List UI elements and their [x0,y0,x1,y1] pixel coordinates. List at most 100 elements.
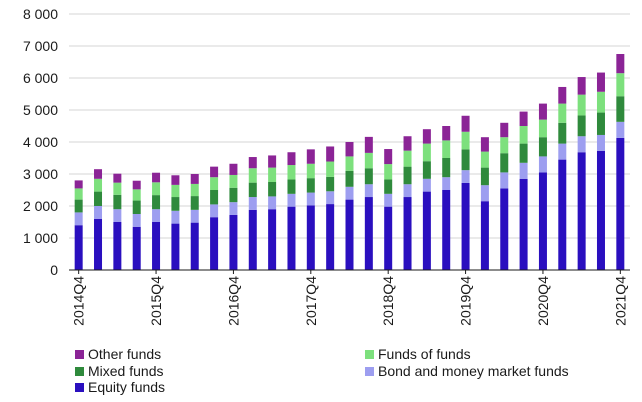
bar-other-funds-2016Q3 [210,166,219,178]
bar-funds-of-funds-2019Q1 [403,150,412,167]
bar-other-funds-2018Q1 [326,146,335,162]
bar-funds-of-funds-2021Q3 [596,91,605,113]
bar-other-funds-2019Q1 [403,136,412,151]
bar-funds-of-funds-2021Q1 [558,103,567,123]
bar-equity-funds-2016Q1 [171,223,180,270]
bar-other-funds-2021Q3 [596,72,605,92]
bar-funds-of-funds-2014Q4 [74,188,83,200]
bar-mixed-funds-2016Q4 [229,187,238,203]
bar-equity-funds-2021Q1 [558,159,567,270]
bar-mixed-funds-2018Q3 [364,168,373,185]
legend-swatch-funds-of-funds [365,349,374,359]
bar-bond-and-money-market-funds-2017Q2 [268,196,277,210]
bar-other-funds-2019Q2 [422,129,431,144]
bar-mixed-funds-2021Q1 [558,122,567,144]
bar-equity-funds-2014Q4 [74,225,83,270]
bar-other-funds-2015Q3 [132,180,141,190]
bar-bond-and-money-market-funds-2019Q4 [461,170,470,183]
bar-bond-and-money-market-funds-2021Q4 [616,121,625,138]
y-tick-label: 2 000 [23,198,58,214]
bar-other-funds-2017Q2 [268,155,277,168]
bar-other-funds-2016Q2 [190,174,199,184]
bar-funds-of-funds-2016Q1 [171,184,180,198]
x-tick-label: 2015Q4 [148,276,164,326]
x-tick-label: 2018Q4 [380,276,396,326]
bar-bond-and-money-market-funds-2016Q2 [190,209,199,223]
bar-equity-funds-2019Q4 [461,182,470,270]
bar-bond-and-money-market-funds-2020Q2 [500,172,509,189]
y-axis-tick-labels: 0 1 000 2 000 3 000 4 000 5 000 6 000 7 000 8 00… [23,6,58,278]
y-tick-label: 6 000 [23,70,58,86]
bar-bond-and-money-market-funds-2020Q4 [538,156,547,173]
bar-other-funds-2015Q2 [113,173,122,183]
bar-equity-funds-2016Q3 [210,217,219,270]
bar-bond-and-money-market-funds-2018Q1 [326,191,335,205]
bar-mixed-funds-2019Q1 [403,166,412,185]
bar-other-funds-2020Q2 [500,122,509,138]
bar-equity-funds-2020Q1 [480,201,489,270]
bar-equity-funds-2018Q4 [384,206,393,270]
legend-swatch-mixed-funds [75,366,84,376]
bar-bond-and-money-market-funds-2020Q3 [519,162,528,179]
bar-mixed-funds-2018Q4 [384,179,393,194]
bar-equity-funds-2015Q3 [132,226,141,270]
bar-funds-of-funds-2019Q2 [422,143,431,162]
bar-equity-funds-2021Q4 [616,137,625,270]
bar-funds-of-funds-2015Q1 [94,178,103,192]
bar-other-funds-2018Q3 [364,136,373,153]
legend-label-bond-and-money-market-funds: Bond and money market funds [378,363,569,379]
bar-mixed-funds-2015Q2 [113,194,122,210]
bar-bond-and-money-market-funds-2018Q2 [345,186,354,200]
bar-equity-funds-2015Q2 [113,222,122,270]
bar-bond-and-money-market-funds-2019Q3 [442,177,451,190]
y-tick-label: 0 [50,262,58,278]
bar-funds-of-funds-2016Q3 [210,177,219,190]
bar-other-funds-2016Q4 [229,163,238,175]
bar-mixed-funds-2021Q4 [616,96,625,122]
legend-bond-and-money-market-funds: Bond and money market funds [365,363,569,379]
bar-bond-and-money-market-funds-2015Q1 [94,206,103,219]
x-tick-label: 2019Q4 [458,276,474,326]
bar-mixed-funds-2016Q2 [190,196,199,210]
bar-other-funds-2016Q1 [171,175,180,185]
bar-funds-of-funds-2016Q2 [190,183,199,197]
bar-bond-and-money-market-funds-2018Q4 [384,193,393,207]
bar-mixed-funds-2020Q2 [500,153,509,173]
x-tick-label: 2016Q4 [225,276,241,326]
bar-bond-and-money-market-funds-2018Q3 [364,184,373,198]
bar-funds-of-funds-2018Q2 [345,156,354,171]
bar-mixed-funds-2017Q3 [287,179,296,194]
bar-funds-of-funds-2019Q4 [461,131,470,150]
bar-equity-funds-2017Q1 [248,209,257,270]
bar-other-funds-2015Q1 [94,169,103,179]
bar-other-funds-2014Q4 [74,180,83,189]
bar-funds-of-funds-2017Q4 [306,163,315,179]
bars [74,54,625,270]
bar-equity-funds-2016Q2 [190,222,199,270]
bar-equity-funds-2019Q1 [403,197,412,270]
legend-swatch-equity-funds [75,382,84,392]
stacked-bar-chart: 0 1 000 2 000 3 000 4 000 5 000 6 000 7 000 8 00… [23,6,630,326]
bar-mixed-funds-2015Q4 [152,195,161,210]
legend-label-other-funds: Other funds [88,346,162,362]
legend-equity-funds: Equity funds [75,379,165,395]
y-tick-label: 1 000 [23,230,58,246]
bar-other-funds-2017Q4 [306,149,315,164]
bar-equity-funds-2018Q3 [364,197,373,270]
bar-mixed-funds-2020Q4 [538,137,547,157]
bar-equity-funds-2017Q3 [287,206,296,270]
bar-funds-of-funds-2016Q4 [229,174,238,188]
bar-funds-of-funds-2017Q3 [287,165,296,180]
bar-bond-and-money-market-funds-2021Q3 [596,134,605,151]
bar-equity-funds-2020Q4 [538,172,547,270]
bar-funds-of-funds-2020Q4 [538,119,547,138]
bar-equity-funds-2016Q4 [229,214,238,270]
x-tick-label: 2020Q4 [535,276,551,326]
bar-mixed-funds-2015Q3 [132,200,141,214]
bar-equity-funds-2018Q1 [326,204,335,270]
bar-mixed-funds-2018Q1 [326,176,335,192]
bar-funds-of-funds-2017Q1 [248,168,257,183]
x-axis-tick-labels: 2014Q4 2015Q4 2016Q4 2017Q4 2018Q4 2019Q4 2020… [71,270,628,326]
bar-funds-of-funds-2015Q4 [152,182,161,196]
bar-bond-and-money-market-funds-2015Q2 [113,209,122,222]
